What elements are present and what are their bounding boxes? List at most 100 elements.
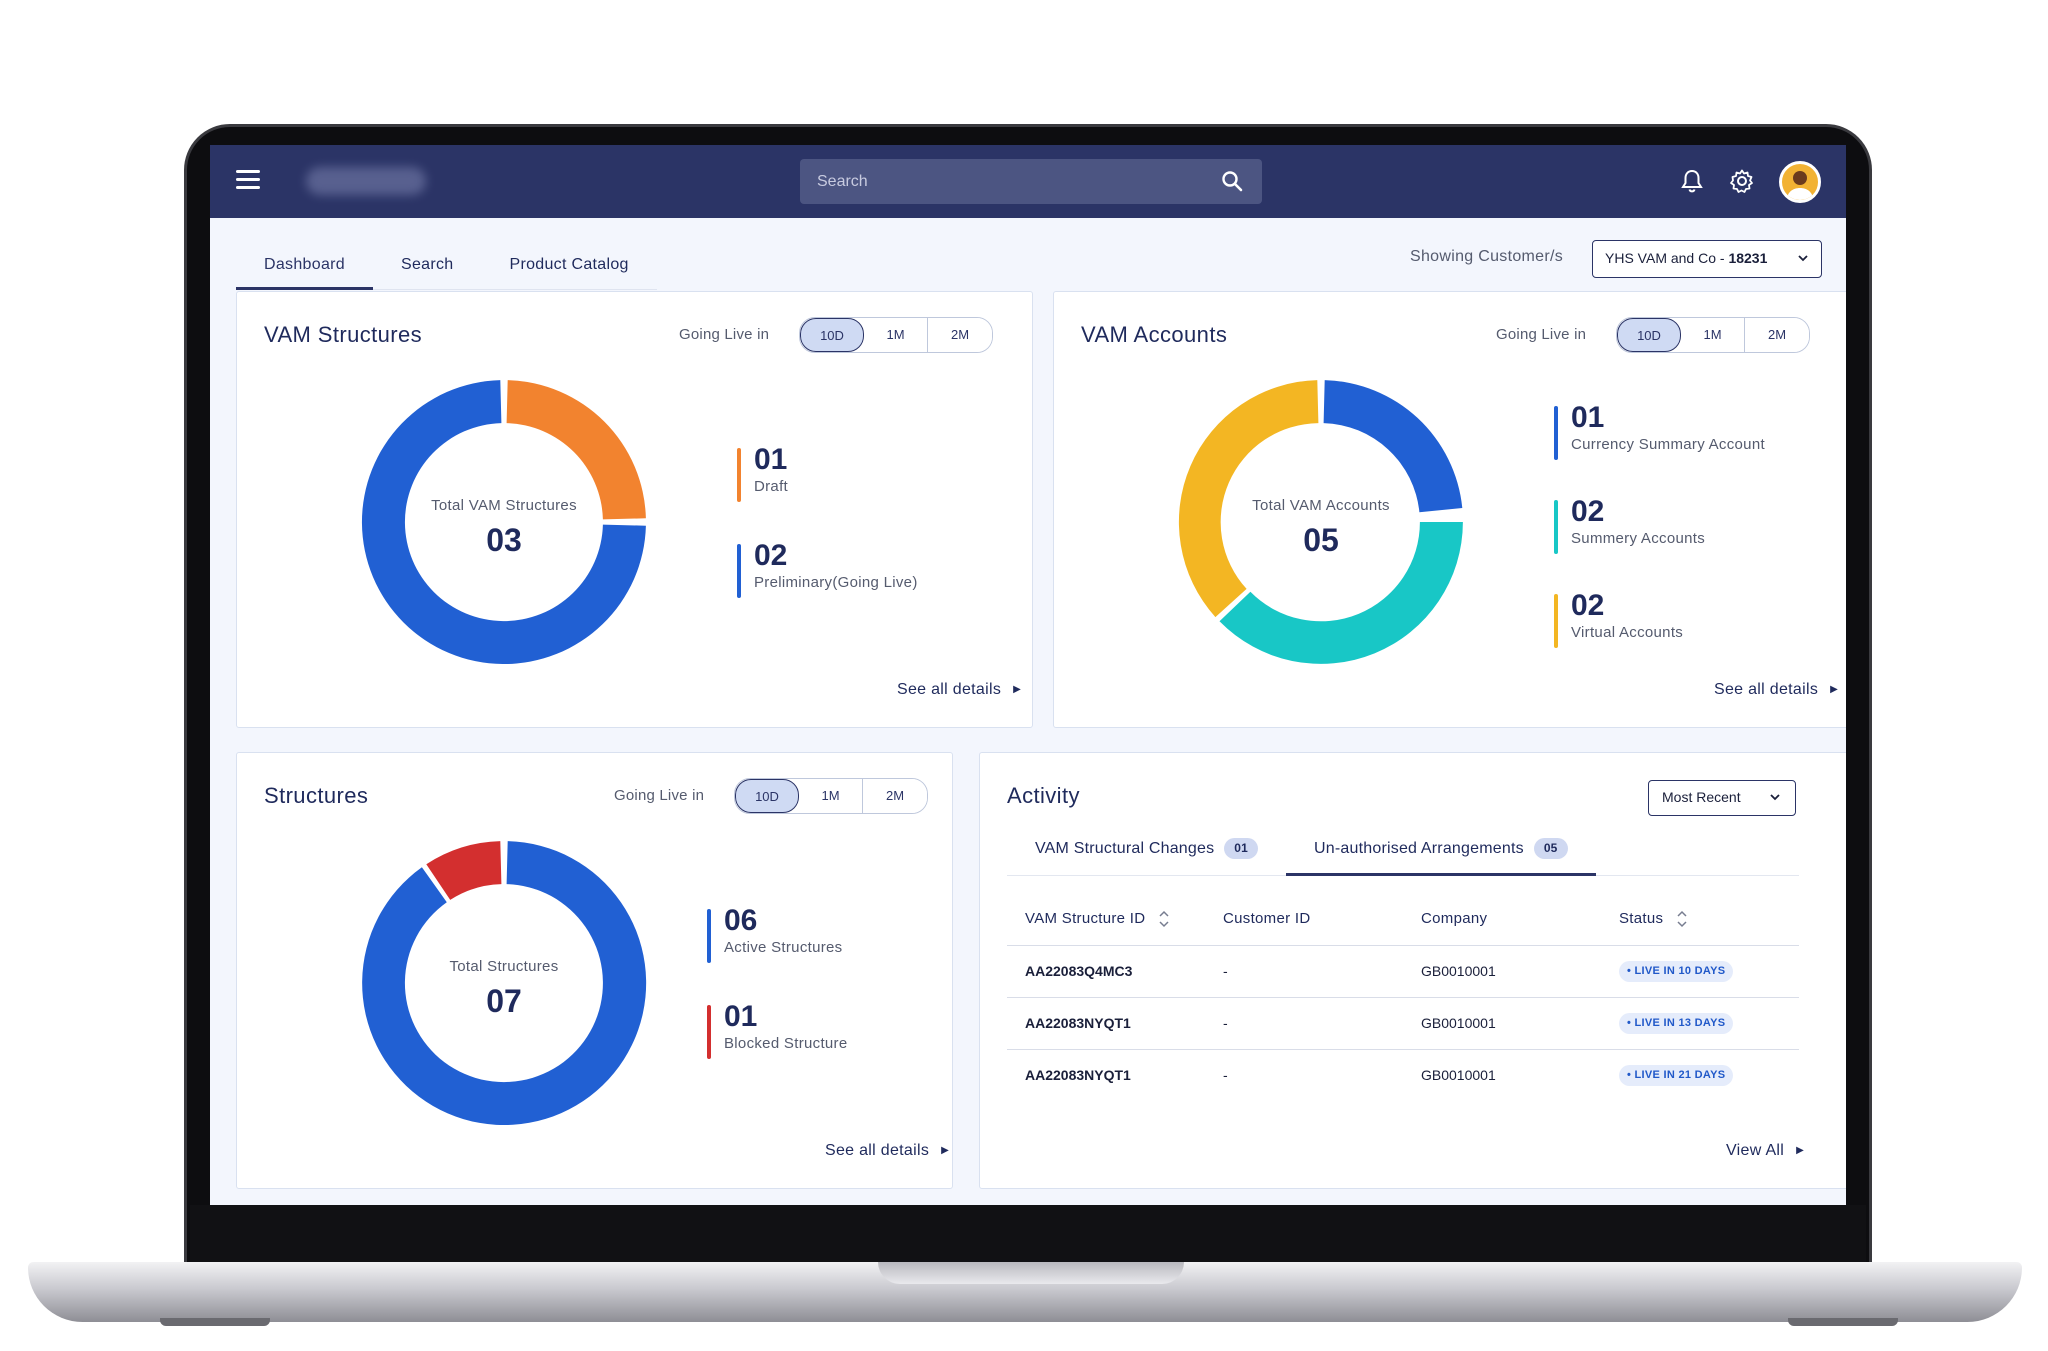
- activity-card: Activity Most Recent VAM Structural Chan…: [979, 752, 1846, 1189]
- card-title: Activity: [1007, 783, 1080, 808]
- range-1m-button[interactable]: 1M: [799, 779, 863, 813]
- tab-unauthorised-arrangements[interactable]: Un-authorised Arrangements 05: [1286, 821, 1596, 876]
- legend-label: Virtual Accounts: [1571, 624, 1684, 641]
- count-badge: 05: [1533, 838, 1568, 860]
- column-header-label: VAM Structure ID: [1025, 909, 1146, 927]
- donut-segment-blocked: [426, 841, 502, 900]
- legend-item-active: 06 Active Structures: [707, 903, 842, 963]
- range-10d-button[interactable]: 10D: [800, 318, 864, 352]
- column-header-vam-structure-id[interactable]: VAM Structure ID: [1007, 893, 1205, 946]
- legend-label: Currency Summary Account: [1571, 436, 1765, 453]
- tab-vam-structural-changes[interactable]: VAM Structural Changes 01: [1007, 821, 1286, 876]
- vam-accounts-card: VAM Accounts Going Live in 10D 1M 2M Tot…: [1053, 291, 1846, 728]
- range-10d-button[interactable]: 10D: [1617, 318, 1681, 352]
- laptop-bezel: [190, 1205, 1866, 1262]
- cell-structure-id: AA22083Q4MC3: [1007, 945, 1205, 998]
- cell-customer-id: -: [1223, 1067, 1228, 1084]
- table-row[interactable]: AA22083NYQT1 - GB0010001 • LIVE IN 13 DA…: [1007, 997, 1799, 1050]
- caret-right-icon: ▶: [1796, 1145, 1805, 1157]
- range-2m-button[interactable]: 2M: [1745, 318, 1809, 352]
- status-badge: • LIVE IN 10 DAYS: [1619, 960, 1734, 982]
- cell-customer-id: -: [1205, 997, 1403, 1050]
- tab-search[interactable]: Search: [400, 256, 454, 273]
- cell-status: • LIVE IN 13 DAYS: [1601, 997, 1799, 1050]
- donut-segment-currency-summary: [1323, 380, 1463, 513]
- legend-item-summery: 02 Summery Accounts: [1554, 494, 1706, 554]
- column-header-status[interactable]: Status: [1601, 893, 1799, 946]
- table-row[interactable]: AA22083Q4MC3 - GB0010001 • LIVE IN 10 DA…: [1007, 945, 1799, 998]
- donut-center-label: Total Structures: [449, 958, 559, 975]
- column-header-company: Company: [1403, 893, 1601, 946]
- donut-segment-summery: [1219, 522, 1463, 664]
- going-live-label: Going Live in: [1496, 326, 1587, 343]
- legend-color-bar: [1554, 406, 1558, 460]
- cell-company: GB0010001: [1421, 1067, 1496, 1084]
- cell-customer-id: -: [1205, 945, 1403, 998]
- user-avatar[interactable]: [1779, 161, 1821, 203]
- vam-structures-donut: [361, 380, 646, 665]
- legend-value: 01: [754, 443, 788, 476]
- activity-tabs: VAM Structural Changes 01 Un-authorised A…: [1007, 821, 1799, 876]
- bell-icon[interactable]: [1680, 168, 1704, 194]
- showing-customer-label: Showing Customer/s: [1410, 248, 1564, 265]
- search-input[interactable]: [800, 159, 1200, 204]
- legend-item-blocked: 01 Blocked Structure: [707, 999, 848, 1059]
- chevron-down-icon: [1770, 794, 1780, 801]
- legend-value: 02: [754, 539, 788, 572]
- structures-donut: [362, 841, 647, 1126]
- legend-value: 01: [1571, 401, 1605, 434]
- sort-icon[interactable]: [1677, 909, 1687, 929]
- blurred-logo: [306, 167, 426, 195]
- cell-status: • LIVE IN 10 DAYS: [1601, 945, 1799, 998]
- range-1m-button[interactable]: 1M: [864, 318, 928, 352]
- screen: Dashboard Search Product Catalog Showing…: [210, 145, 1846, 1205]
- view-all-label: View All: [1726, 1142, 1785, 1159]
- structures-card: Structures Going Live in 10D 1M 2M Total…: [236, 752, 953, 1189]
- vam-accounts-donut: [1178, 380, 1463, 664]
- donut-center: Total Structures 07: [354, 958, 654, 1020]
- tab-dashboard[interactable]: Dashboard: [236, 240, 373, 290]
- donut-center: Total VAM Accounts 05: [1171, 497, 1471, 559]
- cell-company: GB0010001: [1403, 997, 1601, 1050]
- caret-right-icon: ▶: [1830, 684, 1839, 696]
- see-all-details-link[interactable]: See all details ▶: [825, 1142, 949, 1160]
- legend-item-virtual: 02 Virtual Accounts: [1554, 588, 1684, 648]
- view-all-link[interactable]: View All ▶: [1726, 1142, 1804, 1160]
- top-navbar: [210, 145, 1846, 218]
- donut-segment-preliminary: [361, 380, 646, 665]
- column-header-customer-id: Customer ID: [1205, 893, 1403, 946]
- table-row[interactable]: AA22083NYQT1 - GB0010001 • LIVE IN 21 DA…: [1007, 1049, 1799, 1101]
- see-all-label: See all details: [1714, 681, 1819, 698]
- range-2m-button[interactable]: 2M: [928, 318, 992, 352]
- customer-select[interactable]: YHS VAM and Co - 18231: [1592, 240, 1822, 278]
- donut-center-label: Total VAM Structures: [431, 497, 577, 514]
- tab-product-catalog[interactable]: Product Catalog: [509, 256, 629, 273]
- laptop-foot: [160, 1318, 270, 1326]
- donut-center-total: 07: [486, 983, 522, 1019]
- column-header-label: Status: [1619, 909, 1664, 927]
- see-all-details-link[interactable]: See all details ▶: [897, 681, 1021, 699]
- legend-item-currency-summary: 01 Currency Summary Account: [1554, 400, 1765, 460]
- legend-color-bar: [1554, 500, 1558, 554]
- status-badge: • LIVE IN 21 DAYS: [1619, 1064, 1734, 1086]
- range-2m-button[interactable]: 2M: [863, 779, 927, 813]
- legend-value: 01: [724, 1000, 758, 1033]
- hamburger-menu-icon[interactable]: [236, 170, 260, 192]
- legend-label: Summery Accounts: [1571, 530, 1706, 547]
- gear-icon[interactable]: [1729, 168, 1755, 194]
- donut-segment-virtual: [1178, 380, 1319, 618]
- sort-dropdown[interactable]: Most Recent: [1648, 780, 1796, 816]
- legend-color-bar: [707, 909, 711, 963]
- tab-label: Un-authorised Arrangements: [1314, 840, 1524, 857]
- range-10d-button[interactable]: 10D: [735, 779, 799, 813]
- going-live-label: Going Live in: [614, 787, 705, 804]
- see-all-details-link[interactable]: See all details ▶: [1714, 681, 1838, 699]
- search-icon[interactable]: [1220, 169, 1244, 193]
- sort-icon[interactable]: [1159, 909, 1169, 929]
- laptop-notch: [878, 1262, 1184, 1284]
- card-title: VAM Accounts: [1081, 322, 1228, 347]
- range-1m-button[interactable]: 1M: [1681, 318, 1745, 352]
- legend-value: 02: [1571, 589, 1605, 622]
- cell-structure-id: AA22083NYQT1: [1025, 1067, 1131, 1084]
- legend-label: Draft: [754, 478, 789, 495]
